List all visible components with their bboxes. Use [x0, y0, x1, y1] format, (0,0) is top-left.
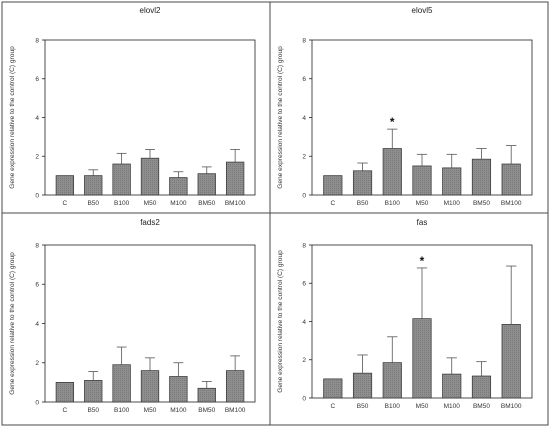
y-tick-label: 0: [302, 395, 306, 402]
bar-C: [55, 175, 75, 196]
x-tick-label: BM50: [198, 407, 215, 414]
bar-BM100: [225, 161, 245, 196]
y-tick-label: 8: [302, 37, 306, 44]
y-axis-label: Gene expression relative to the control …: [277, 46, 284, 189]
x-tick-label: BM50: [198, 200, 215, 207]
y-tick-label: 0: [302, 192, 306, 199]
y-tick-label: 0: [35, 399, 39, 406]
bar-BM100: [501, 163, 521, 196]
y-tick-label: 8: [35, 37, 39, 44]
significance-marker: *: [420, 254, 425, 268]
bar-B50: [352, 170, 373, 196]
panel-elovl5: elovl5 0 2 4 6 8 Gene expression relative to t…: [269, 1, 549, 214]
y-tick-label: 8: [35, 242, 39, 249]
x-tick-label: C: [330, 403, 335, 410]
x-tick-label: BM100: [225, 200, 246, 207]
x-tick-label: B50: [357, 403, 369, 410]
bar-C: [55, 382, 75, 403]
bar-M100: [442, 373, 462, 399]
panel-title: fas: [417, 218, 428, 227]
x-tick-label: BM100: [501, 403, 522, 410]
x-tick-label: C: [63, 200, 68, 207]
bar-B100: [112, 364, 131, 403]
x-tick-label: B100: [385, 403, 401, 410]
y-tick-label: 6: [35, 282, 39, 289]
y-tick-label: 2: [302, 357, 306, 364]
bar-M50: [412, 318, 432, 399]
bar-C: [323, 175, 343, 196]
bar-BM50: [471, 158, 492, 196]
bar-M50: [140, 157, 160, 196]
x-tick-label: B100: [385, 200, 401, 207]
y-tick-label: 6: [302, 281, 306, 288]
x-tick-label: B50: [87, 407, 99, 414]
y-tick-label: 4: [35, 321, 39, 328]
panel-fas: fas 0 2 4 6 8 Gene expression relative to the …: [269, 212, 549, 426]
panel-frame: [1, 212, 271, 426]
bar-M100: [442, 167, 462, 196]
x-tick-label: BM100: [225, 407, 246, 414]
bar-M100: [169, 177, 188, 196]
bar-BM100: [501, 324, 521, 399]
panel-elovl2: elovl2 0 2 4 6 8 Gene expression relative to t…: [1, 1, 271, 214]
bar-C: [323, 378, 343, 399]
x-tick-label: M50: [144, 200, 157, 207]
bar-B50: [84, 380, 103, 403]
x-tick-label: B50: [87, 200, 99, 207]
x-tick-label: M100: [170, 200, 187, 207]
x-tick-label: M50: [416, 200, 429, 207]
y-tick-label: 4: [302, 115, 306, 122]
y-axis-label: Gene expression relative to the control …: [277, 250, 284, 393]
bar-B100: [382, 148, 402, 196]
y-tick-label: 4: [302, 319, 306, 326]
y-tick-label: 2: [35, 154, 39, 161]
x-tick-label: C: [330, 200, 335, 207]
panel-title: fads2: [140, 218, 160, 227]
y-tick-label: 6: [302, 76, 306, 83]
y-tick-label: 2: [302, 154, 306, 161]
bar-BM100: [225, 370, 245, 403]
x-tick-label: M100: [170, 407, 187, 414]
y-tick-label: 2: [35, 360, 39, 367]
bar-B50: [352, 372, 373, 399]
panel-fads2: fads2 0 2 4 6 8 Gene expression relative to th…: [1, 212, 271, 426]
bar-B100: [112, 163, 131, 196]
x-tick-label: BM50: [473, 403, 490, 410]
bar-M50: [140, 370, 160, 403]
x-tick-label: B50: [357, 200, 369, 207]
x-tick-label: B100: [114, 200, 130, 207]
bar-BM50: [197, 387, 216, 403]
y-tick-label: 0: [35, 192, 39, 199]
x-tick-label: C: [63, 407, 68, 414]
bar-BM50: [197, 173, 216, 196]
y-axis-label: Gene expression relative to the control …: [9, 252, 16, 395]
bar-M50: [412, 165, 432, 196]
bar-BM50: [471, 375, 492, 399]
x-tick-label: B100: [114, 407, 130, 414]
y-axis-label: Gene expression relative to the control …: [9, 46, 16, 189]
y-tick-label: 6: [35, 76, 39, 83]
x-tick-label: M50: [144, 407, 157, 414]
x-tick-label: M100: [444, 200, 461, 207]
panel-title: elovl5: [412, 6, 433, 15]
bar-B50: [84, 175, 103, 196]
x-tick-label: BM50: [473, 200, 490, 207]
y-tick-label: 8: [302, 242, 306, 249]
bar-M100: [169, 376, 188, 403]
x-tick-label: M50: [416, 403, 429, 410]
y-tick-label: 4: [35, 115, 39, 122]
x-tick-label: M100: [444, 403, 461, 410]
panel-title: elovl2: [140, 6, 161, 15]
bar-B100: [382, 362, 402, 399]
significance-marker: *: [390, 115, 395, 129]
x-tick-label: BM100: [501, 200, 522, 207]
panel-frame: [1, 1, 271, 214]
